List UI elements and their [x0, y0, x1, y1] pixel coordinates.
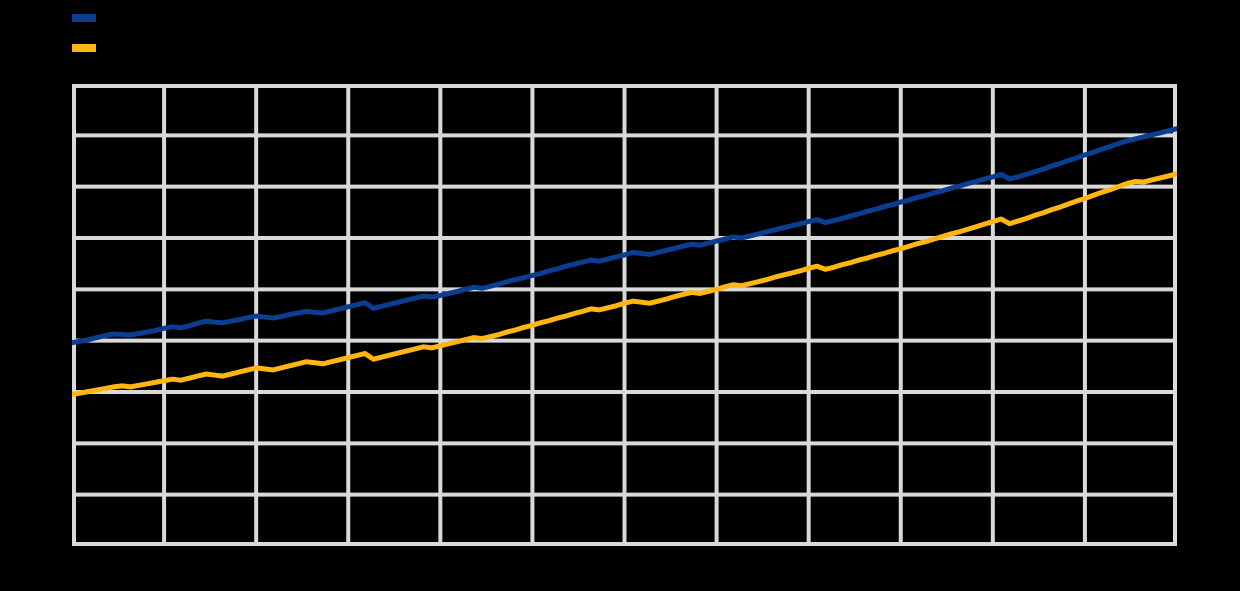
chart-legend [72, 4, 1172, 60]
plot-area [72, 84, 1177, 546]
legend-swatch-blue [72, 14, 96, 22]
series-line-series-blue [72, 126, 1177, 346]
legend-swatch-orange [72, 44, 96, 52]
chart-gridlines [72, 84, 1177, 546]
chart-series-layer [72, 126, 1177, 398]
legend-item-series-blue[interactable] [72, 8, 106, 28]
series-line-series-orange [72, 171, 1177, 398]
legend-item-series-orange[interactable] [72, 38, 106, 58]
